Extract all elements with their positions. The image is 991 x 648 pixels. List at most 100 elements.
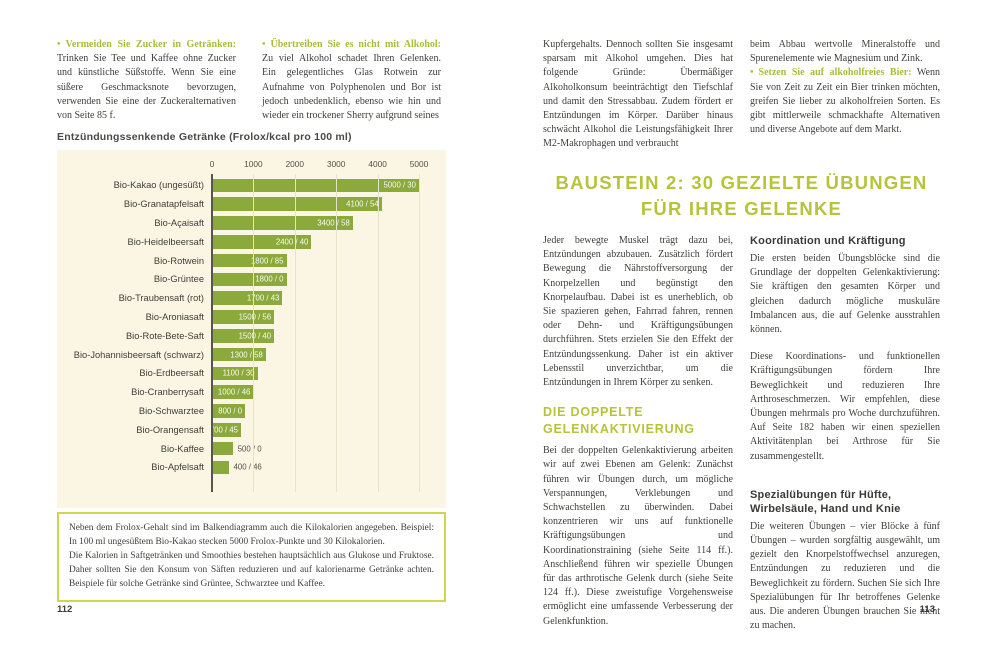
run-in-heading: Koordination und Kräftigung xyxy=(750,235,906,247)
chart-row: Bio-Traubensaft (rot) 1700 / 43 xyxy=(57,289,446,308)
right-main-column-2: Koordination und Kräftigung Die ersten b… xyxy=(750,234,940,646)
gridline xyxy=(336,174,338,492)
bar-zone: 1700 / 43 xyxy=(212,291,446,305)
chart-row: Bio-Apfelsaft 400 / 46 xyxy=(57,458,446,477)
run-in-heading: Spezialübungen für Hüfte, Wirbelsäule, H… xyxy=(750,488,901,515)
bar-category-label: Bio-Açaisaft xyxy=(154,217,204,228)
bar-category-label: Bio-Kakao (ungesüßt) xyxy=(113,180,204,191)
chart-panel: Bio-Kakao (ungesüßt) 5000 / 30 Bio-Granata… xyxy=(57,150,446,508)
bar: 3400 / 58 xyxy=(212,216,353,230)
bar-category-label: Bio-Heidelbeersaft xyxy=(127,236,204,247)
paragraph: Kupfergehalts. Dennoch sollten Sie insge… xyxy=(543,39,733,150)
bar-zone: 800 / 0 xyxy=(212,404,446,418)
chart-row: Bio-Granatapfelsaft 4100 / 54 xyxy=(57,195,446,214)
bar: 5000 / 30 xyxy=(212,178,419,193)
chart-row: Bio-Aroniasaft 1500 / 56 xyxy=(57,308,446,327)
chart-row: Bio-Cranberrysaft 1000 / 46 xyxy=(57,383,446,402)
bar-zone: 500 / 0 xyxy=(212,441,446,456)
paragraph: Die ersten beiden Übungsblöcke sind die … xyxy=(750,253,940,336)
page-number-right: 113 xyxy=(919,604,935,615)
bar-zone: 1300 / 58 xyxy=(212,347,446,362)
bullet-icon: • xyxy=(262,39,266,50)
bar-zone: 4100 / 54 xyxy=(212,197,446,211)
bullet-lead: Übertreiben Sie es nicht mit Alkohol: xyxy=(270,39,441,50)
gridline xyxy=(253,174,255,492)
bar-value-label: 1100 / 30 xyxy=(222,368,255,378)
gridline xyxy=(419,174,420,492)
bar-category-label: Bio-Traubensaft (rot) xyxy=(118,293,204,304)
bar-value-label: 5000 / 30 xyxy=(383,180,416,190)
bar: 1700 / 43 xyxy=(212,291,283,305)
paragraph: Jeder bewegte Muskel trägt dazu bei, Ent… xyxy=(543,235,733,389)
page-number-left: 112 xyxy=(57,604,73,615)
chart-row: Bio-Rotwein 1800 / 85 xyxy=(57,251,446,270)
bullet-lead: Vermeiden Sie Zucker in Getränken: xyxy=(65,39,236,50)
bar xyxy=(212,460,229,475)
bar-value-label: 3400 / 58 xyxy=(317,218,350,228)
right-top-column-2: beim Abbau wertvolle Mineralstoffe und S… xyxy=(750,38,940,165)
gridline xyxy=(377,174,379,492)
bullet-item: • Übertreiben Sie es nicht mit Alkohol: Z… xyxy=(262,38,441,123)
bar-zone: 1800 / 85 xyxy=(212,253,446,268)
left-page-top-columns: • Vermeiden Sie Zucker in Getränken: Trin… xyxy=(57,38,441,136)
bar-value-label: 500 / 0 xyxy=(237,444,262,454)
bullet-text: Wenn Sie von Zeit zu Zeit ein Bier trink… xyxy=(750,67,940,136)
bar-value-label: 1800 / 85 xyxy=(250,256,284,266)
paragraph: beim Abbau wertvolle Mineralstoffe und S… xyxy=(750,39,940,65)
bar-category-label: Bio-Johannisbeersaft (schwarz) xyxy=(73,349,204,360)
bullet-item: • Setzen Sie auf alkoholfreies Bier: Wenn… xyxy=(750,66,940,137)
chart-row: Bio-Orangensaft 700 / 45 xyxy=(57,420,446,439)
chart-row: Bio-Johannisbeersaft (schwarz) 1300 / 58 xyxy=(57,345,446,364)
bar-zone: 1000 / 46 xyxy=(212,385,446,399)
bar: 1000 / 46 xyxy=(212,385,254,399)
bar-value-label: 1700 / 43 xyxy=(246,293,280,303)
bar-category-label: Bio-Apfelsaft xyxy=(151,462,204,473)
bar: 4100 / 54 xyxy=(212,197,382,211)
bar: 800 / 0 xyxy=(212,404,246,418)
x-tick-label: 0 xyxy=(209,159,215,169)
bar-value-label: 4100 / 54 xyxy=(346,199,379,209)
bar-zone: 1500 / 56 xyxy=(212,310,446,324)
chart-rows: Bio-Kakao (ungesüßt) 5000 / 30 Bio-Granata… xyxy=(57,176,446,477)
chart-row: Bio-Kakao (ungesüßt) 5000 / 30 xyxy=(57,176,446,195)
bar-category-label: Bio-Kaffee xyxy=(160,443,204,454)
bar-value-label: 1000 / 46 xyxy=(217,387,251,397)
note-paragraph: Neben dem Frolox-Gehalt sind im Balkendi… xyxy=(69,523,434,547)
bar-zone: 700 / 45 xyxy=(210,423,446,437)
paragraph: Bei der doppelten Gelenkaktivierung arbe… xyxy=(543,445,733,627)
bullet-lead: Setzen Sie auf alkoholfreies Bier: xyxy=(758,67,912,79)
bar-category-label: Bio-Rotwein xyxy=(153,255,204,266)
bullet-icon: • xyxy=(750,67,754,79)
bar: 1300 / 58 xyxy=(212,347,266,362)
x-tick-label: 3000 xyxy=(326,159,346,169)
bar-category-label: Bio-Cranberrysaft xyxy=(131,387,204,398)
bar-zone: 1800 / 0 xyxy=(212,272,446,287)
chart-row: Bio-Heidelbeersaft 2400 / 40 xyxy=(57,232,446,251)
right-top-column-1: Kupfergehalts. Dennoch sollten Sie insge… xyxy=(543,38,733,165)
chart-row: Bio-Schwarztee 800 / 0 xyxy=(57,402,446,421)
axis-line xyxy=(211,174,213,492)
left-column-1: • Vermeiden Sie Zucker in Getränken: Trin… xyxy=(57,38,236,136)
x-tick-label: 4000 xyxy=(368,159,387,169)
chart-row: Bio-Grüntee 1800 / 0 xyxy=(57,270,446,289)
chart-row: Bio-Erdbeersaft 1100 / 30 xyxy=(57,364,446,383)
left-column-2: • Übertreiben Sie es nicht mit Alkohol: Z… xyxy=(262,38,441,136)
bar xyxy=(212,441,233,456)
bar-category-label: Bio-Schwarztee xyxy=(138,405,204,416)
chart-row: Bio-Kaffee 500 / 0 xyxy=(57,439,446,458)
bar: 700 / 45 xyxy=(210,423,241,437)
bar-value-label: 1800 / 0 xyxy=(255,274,284,284)
bar-zone: 2400 / 40 xyxy=(212,235,446,249)
bar-category-label: Bio-Erdbeersaft xyxy=(139,368,204,379)
chart-title: Entzündungssenkende Getränke (Frolox/kca… xyxy=(57,131,352,143)
bar-value-label: 1500 / 56 xyxy=(238,312,272,322)
right-page-main-columns: Jeder bewegte Muskel trägt dazu bei, Ent… xyxy=(543,234,940,646)
bar: 1800 / 85 xyxy=(212,253,287,268)
bar-value-label: 1500 / 40 xyxy=(238,331,272,341)
x-tick-label: 2000 xyxy=(285,159,305,169)
bar: 2400 / 40 xyxy=(212,235,312,249)
right-main-column-1: Jeder bewegte Muskel trägt dazu bei, Ent… xyxy=(543,234,733,646)
x-tick-label: 5000 xyxy=(409,159,429,169)
chart-row: Bio-Rote-Bete-Saft 1500 / 40 xyxy=(57,326,446,345)
bar-zone: 3400 / 58 xyxy=(212,216,446,230)
